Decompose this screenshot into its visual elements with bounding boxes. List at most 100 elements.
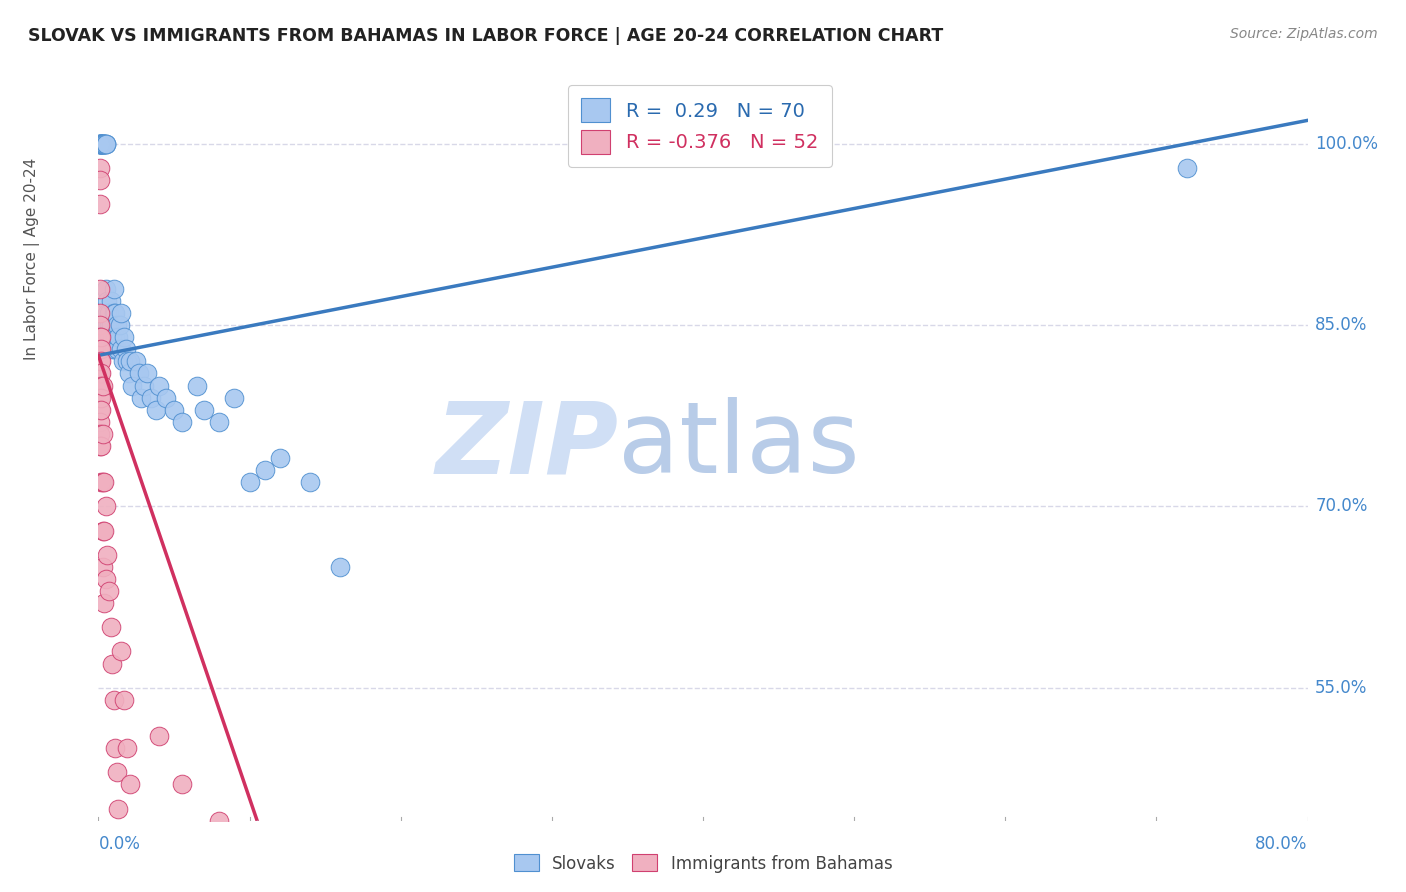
Point xyxy=(90,354,112,368)
Point xyxy=(93,136,115,151)
Point xyxy=(100,620,122,634)
Point xyxy=(89,439,111,453)
Point xyxy=(105,343,128,357)
Point xyxy=(170,415,193,429)
Point xyxy=(90,367,112,381)
Point xyxy=(115,354,138,368)
Text: 55.0%: 55.0% xyxy=(1315,679,1368,697)
Point xyxy=(91,426,114,441)
Point xyxy=(89,136,111,151)
Point xyxy=(89,136,111,151)
Point xyxy=(90,391,112,405)
Point xyxy=(125,354,148,368)
Point xyxy=(141,391,163,405)
Point xyxy=(91,378,114,392)
Point xyxy=(89,173,111,187)
Point xyxy=(91,136,114,151)
Text: 85.0%: 85.0% xyxy=(1315,316,1368,334)
Point xyxy=(94,572,117,586)
Point xyxy=(96,548,118,562)
Text: atlas: atlas xyxy=(619,398,860,494)
Point xyxy=(89,343,111,357)
Point xyxy=(89,402,111,417)
Point xyxy=(193,402,215,417)
Point xyxy=(170,777,193,791)
Point xyxy=(89,282,111,296)
Point xyxy=(91,559,114,574)
Point xyxy=(90,136,112,151)
Point xyxy=(101,343,124,357)
Point xyxy=(94,136,117,151)
Text: ZIP: ZIP xyxy=(436,398,619,494)
Legend: Slovaks, Immigrants from Bahamas: Slovaks, Immigrants from Bahamas xyxy=(508,847,898,880)
Point xyxy=(186,378,208,392)
Point xyxy=(91,524,114,538)
Point xyxy=(121,378,143,392)
Point xyxy=(91,136,114,151)
Point xyxy=(132,886,155,892)
Point xyxy=(104,330,127,344)
Text: 70.0%: 70.0% xyxy=(1315,498,1368,516)
Point xyxy=(89,136,111,151)
Point xyxy=(132,378,155,392)
Point xyxy=(112,693,135,707)
Text: SLOVAK VS IMMIGRANTS FROM BAHAMAS IN LABOR FORCE | AGE 20-24 CORRELATION CHART: SLOVAK VS IMMIGRANTS FROM BAHAMAS IN LAB… xyxy=(28,27,943,45)
Point xyxy=(89,136,111,151)
Point xyxy=(93,136,115,151)
Point xyxy=(96,293,118,308)
Point xyxy=(90,330,112,344)
Point xyxy=(148,378,170,392)
Point xyxy=(110,644,132,658)
Point xyxy=(90,475,112,490)
Point xyxy=(93,596,115,610)
Point xyxy=(163,402,186,417)
Point xyxy=(90,439,112,453)
Point xyxy=(110,306,132,320)
Point xyxy=(208,814,231,828)
Point xyxy=(90,402,112,417)
Point xyxy=(101,657,124,671)
Point xyxy=(155,391,177,405)
Point xyxy=(105,318,128,333)
Text: In Labor Force | Age 20-24: In Labor Force | Age 20-24 xyxy=(24,158,39,359)
Point xyxy=(128,367,150,381)
Point xyxy=(89,197,111,211)
Point xyxy=(1175,161,1198,175)
Point xyxy=(145,402,167,417)
Point xyxy=(114,343,136,357)
Point xyxy=(90,136,112,151)
Point xyxy=(120,777,142,791)
Point xyxy=(98,318,121,333)
Point xyxy=(91,136,114,151)
Text: 100.0%: 100.0% xyxy=(1315,135,1378,153)
Legend: R =  0.29   N = 70, R = -0.376   N = 52: R = 0.29 N = 70, R = -0.376 N = 52 xyxy=(568,85,832,168)
Point xyxy=(103,306,125,320)
Text: 80.0%: 80.0% xyxy=(1256,835,1308,853)
Point xyxy=(103,343,125,357)
Point xyxy=(90,378,112,392)
Point xyxy=(93,136,115,151)
Point xyxy=(120,354,142,368)
Point xyxy=(89,426,111,441)
Point xyxy=(269,451,291,466)
Point xyxy=(90,136,112,151)
Point xyxy=(94,136,117,151)
Point xyxy=(115,741,138,756)
Point xyxy=(98,330,121,344)
Point xyxy=(111,354,134,368)
Point xyxy=(89,378,111,392)
Point xyxy=(100,293,122,308)
Point xyxy=(129,391,152,405)
Point xyxy=(110,343,132,357)
Point xyxy=(125,826,148,840)
Point xyxy=(103,282,125,296)
Point xyxy=(90,136,112,151)
Point xyxy=(208,415,231,429)
Point xyxy=(112,330,135,344)
Point xyxy=(148,729,170,743)
Text: 0.0%: 0.0% xyxy=(98,835,141,853)
Text: Source: ZipAtlas.com: Source: ZipAtlas.com xyxy=(1230,27,1378,41)
Point xyxy=(105,765,128,780)
Point xyxy=(224,391,246,405)
Point xyxy=(93,475,115,490)
